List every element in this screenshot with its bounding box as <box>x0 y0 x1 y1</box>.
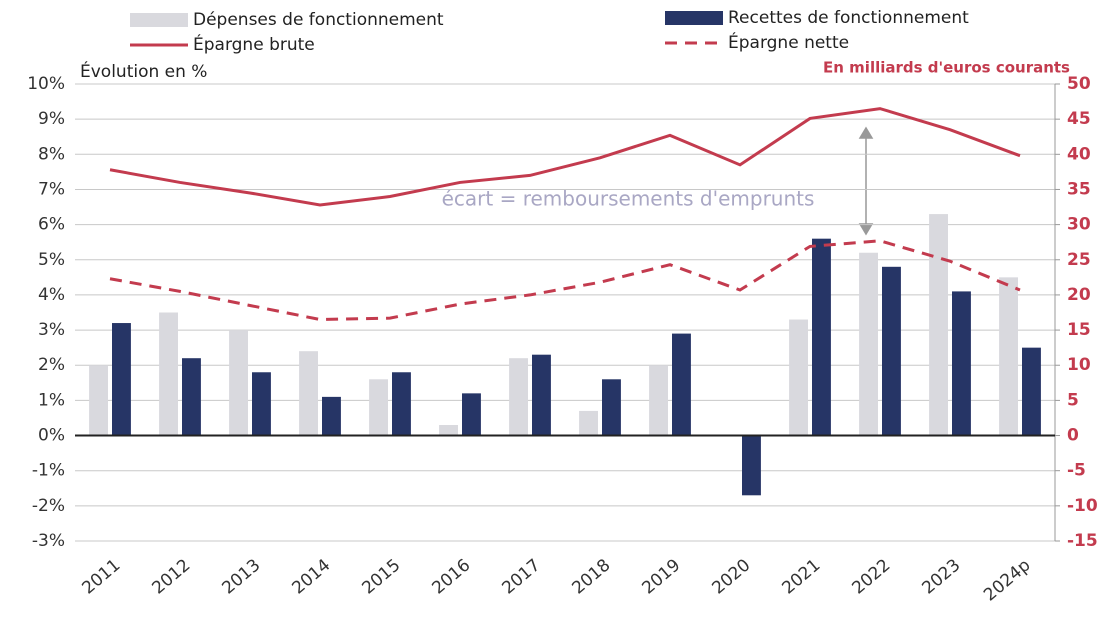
bar <box>182 358 201 436</box>
y-tick-label: -3% <box>32 531 65 551</box>
y-tick-label: 1% <box>38 390 65 410</box>
bar <box>369 379 388 436</box>
y2-tick-label: 20 <box>1067 285 1091 305</box>
bar <box>672 333 691 436</box>
legend-label: Dépenses de fonctionnement <box>193 10 444 30</box>
legend-label: Recettes de fonctionnement <box>728 8 969 28</box>
gap-arrow <box>858 126 874 236</box>
x-tick-label: 2015 <box>358 555 404 598</box>
bar <box>532 354 551 436</box>
y-tick-label: 4% <box>38 285 65 305</box>
y2-tick-label: 35 <box>1067 179 1091 199</box>
y-tick-label: -1% <box>32 461 65 481</box>
bar <box>159 312 178 436</box>
bar <box>579 410 598 436</box>
y2-tick-label: 45 <box>1067 109 1091 129</box>
y-tick-label: 2% <box>38 355 65 375</box>
y2-tick-label: 15 <box>1067 320 1091 340</box>
x-tick-label: 2019 <box>638 555 684 598</box>
legend-swatch <box>665 11 723 25</box>
bar <box>299 351 318 436</box>
x-tick-label: 2016 <box>428 555 474 598</box>
y2-tick-label: 25 <box>1067 250 1091 270</box>
y2-tick-label: 10 <box>1067 355 1091 375</box>
bar <box>882 266 901 436</box>
y-tick-label: 7% <box>38 179 65 199</box>
legend-label: Épargne brute <box>193 33 315 55</box>
y2-tick-label: 50 <box>1067 74 1091 94</box>
y2-tick-label: -5 <box>1067 461 1086 481</box>
bar <box>89 365 108 436</box>
x-tick-label: 2011 <box>78 555 124 598</box>
bar <box>1022 347 1041 436</box>
y-tick-label: 10% <box>27 74 65 94</box>
bar <box>789 319 808 436</box>
y-tick-label: 9% <box>38 109 65 129</box>
line-series <box>109 107 1021 207</box>
x-tick-label: 2018 <box>568 555 614 598</box>
x-tick-label: 2024p <box>980 555 1034 605</box>
y-tick-label: 0% <box>38 426 65 446</box>
x-tick-label: 2021 <box>778 555 824 598</box>
bar <box>812 238 831 436</box>
bar <box>602 379 621 436</box>
y2-tick-label: 5 <box>1067 390 1079 410</box>
bar <box>439 424 458 436</box>
legend-label: Épargne nette <box>728 31 849 53</box>
bar <box>859 252 878 436</box>
x-tick-label: 2020 <box>708 555 754 598</box>
bar <box>649 365 668 436</box>
x-tick-label: 2012 <box>148 555 194 598</box>
y2-tick-label: 0 <box>1067 426 1079 446</box>
y-tick-label: 6% <box>38 215 65 235</box>
bar <box>392 372 411 436</box>
bar <box>509 358 528 436</box>
y-tick-label: 8% <box>38 144 65 164</box>
right-axis-caption: En milliards d'euros courants <box>823 59 1070 77</box>
y2-tick-label: 40 <box>1067 144 1091 164</box>
y2-tick-label: 30 <box>1067 215 1091 235</box>
bar <box>742 435 761 496</box>
bar <box>929 214 948 436</box>
bar <box>322 396 341 436</box>
x-tick-label: 2014 <box>288 555 334 598</box>
left-axis-caption: Évolution en % <box>80 60 207 82</box>
x-tick-label: 2022 <box>848 555 894 598</box>
y2-tick-label: -15 <box>1067 531 1098 551</box>
bar <box>462 393 481 436</box>
legend-swatch <box>130 13 188 27</box>
y-tick-label: -2% <box>32 496 65 516</box>
gap-annotation: écart = remboursements d'emprunts <box>442 187 815 211</box>
x-tick-label: 2023 <box>918 555 964 598</box>
bar <box>229 330 248 436</box>
x-tick-label: 2017 <box>498 555 544 598</box>
x-tick-label: 2013 <box>218 555 264 598</box>
bar <box>999 277 1018 436</box>
y-tick-label: 5% <box>38 250 65 270</box>
bar <box>252 372 271 436</box>
bar <box>952 291 971 436</box>
y2-tick-label: -10 <box>1067 496 1098 516</box>
bar <box>112 323 131 436</box>
line-series <box>109 239 1021 322</box>
y-tick-label: 3% <box>38 320 65 340</box>
